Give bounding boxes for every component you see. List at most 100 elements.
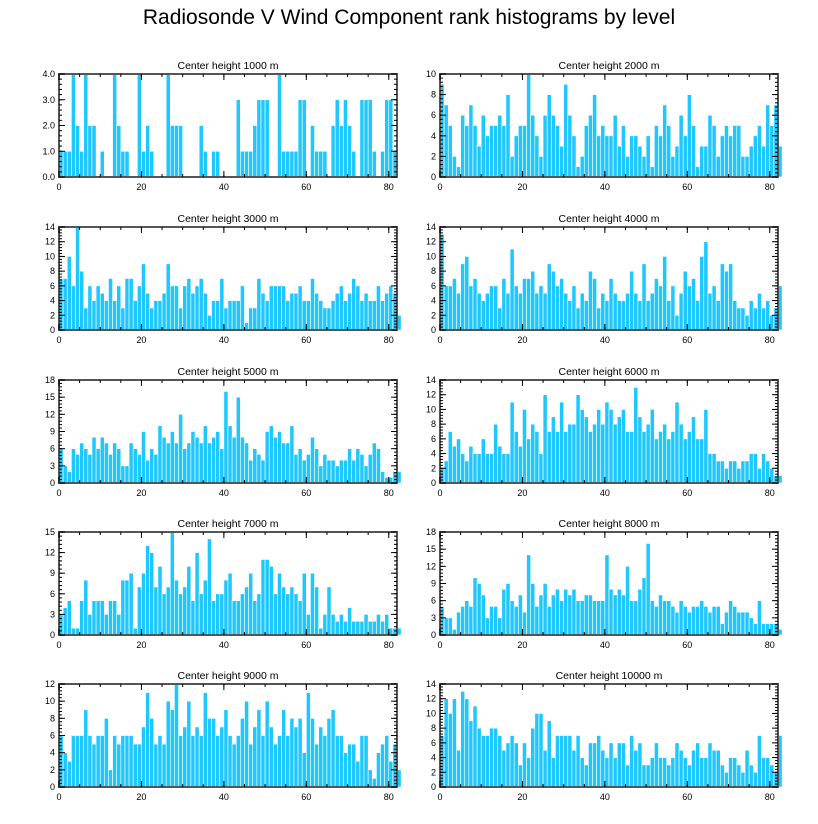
- histogram-bar: [616, 588, 622, 636]
- histogram-bar: [338, 735, 344, 788]
- histogram-bar: [244, 700, 249, 788]
- y-tick-label: 2: [50, 765, 55, 775]
- x-tick-label: 80: [765, 182, 775, 192]
- histogram-bar: [285, 442, 291, 484]
- histogram-bar: [608, 588, 614, 636]
- panel-title: Center height 3000 m: [178, 213, 279, 225]
- histogram-bar: [326, 586, 332, 636]
- y-tick-label: 0: [50, 325, 55, 335]
- histogram-bar: [736, 467, 742, 484]
- histogram-bar: [301, 300, 307, 331]
- histogram-bar: [645, 423, 651, 484]
- histogram-bar: [736, 125, 742, 178]
- histogram-bar: [202, 292, 208, 331]
- histogram-bar: [740, 460, 746, 484]
- histogram-bar: [583, 594, 589, 636]
- histogram-bar: [555, 125, 560, 178]
- histogram-bar: [157, 300, 163, 331]
- y-tick-label: 0: [431, 172, 436, 182]
- histogram-bar: [260, 559, 266, 636]
- histogram-bar: [550, 114, 556, 178]
- histogram-bar: [662, 757, 668, 788]
- histogram-bar: [513, 431, 519, 484]
- histogram-bar: [563, 84, 569, 178]
- histogram-bar: [567, 594, 573, 636]
- histogram-bar: [380, 743, 385, 788]
- histogram-bar: [670, 431, 676, 484]
- histogram-bar: [137, 285, 142, 331]
- histogram-bar: [71, 73, 76, 178]
- histogram-bar: [616, 416, 622, 484]
- histogram-bar: [174, 125, 179, 178]
- histogram-bar: [670, 285, 676, 331]
- histogram-bar: [388, 627, 394, 636]
- histogram-bar: [579, 409, 585, 484]
- histogram-bar: [314, 743, 319, 788]
- histogram-bar: [355, 760, 361, 788]
- histogram-bar: [207, 718, 212, 788]
- histogram-bar: [464, 256, 470, 331]
- y-tick-label: 14: [426, 375, 436, 385]
- x-tick-label: 40: [219, 640, 229, 650]
- histogram-bar: [728, 757, 733, 788]
- histogram-bar: [658, 285, 663, 331]
- histogram-bar: [559, 278, 564, 331]
- histogram-bar: [190, 735, 196, 788]
- plot-frame: [58, 531, 398, 636]
- histogram-bar: [505, 583, 511, 636]
- histogram-bar: [707, 611, 713, 636]
- histogram-bar: [608, 409, 614, 484]
- histogram-bar: [691, 278, 696, 331]
- histogram-bar: [289, 150, 295, 178]
- histogram-bar: [571, 135, 577, 178]
- histogram-bar: [509, 600, 515, 636]
- histogram-bar: [235, 300, 241, 331]
- histogram-bar: [757, 467, 762, 484]
- histogram-bar: [443, 104, 449, 178]
- histogram-bar: [116, 125, 122, 178]
- histogram-bar: [322, 614, 328, 636]
- histogram-bar: [174, 683, 179, 788]
- histogram-bar: [264, 99, 270, 178]
- histogram-bar: [165, 442, 171, 484]
- histogram-bar: [678, 600, 684, 636]
- histogram-bar: [678, 292, 684, 331]
- histogram-bar: [202, 425, 208, 484]
- histogram-bar: [728, 600, 733, 636]
- histogram-bar: [359, 620, 365, 636]
- histogram-bar: [343, 459, 348, 484]
- histogram-bar: [359, 300, 365, 331]
- histogram-bar: [513, 135, 519, 178]
- histogram-bar: [182, 285, 188, 331]
- histogram-bar: [384, 99, 390, 178]
- histogram-bar: [75, 627, 80, 636]
- histogram-bar: [165, 586, 171, 636]
- histogram-bar: [71, 627, 76, 636]
- histogram-bar: [695, 742, 700, 788]
- histogram-bar: [649, 600, 655, 636]
- x-tick-label: 80: [384, 640, 394, 650]
- histogram-bar: [273, 285, 278, 331]
- histogram-bar: [761, 623, 766, 636]
- histogram-bar: [522, 409, 527, 484]
- histogram-bar: [555, 735, 560, 788]
- histogram-bar: [456, 292, 461, 331]
- histogram-bar: [145, 125, 150, 178]
- histogram-bar: [367, 769, 373, 788]
- histogram-bar: [347, 292, 352, 331]
- histogram-bar: [740, 156, 746, 178]
- histogram-bar: [699, 256, 705, 331]
- histogram-bar: [621, 594, 626, 636]
- histogram-bar: [645, 135, 651, 178]
- histogram-bar: [273, 593, 278, 636]
- histogram-bar: [550, 416, 556, 484]
- histogram-bar: [691, 749, 696, 788]
- histogram-bar: [252, 307, 258, 331]
- histogram-panel: Center height 4000 m 0 20 40 60 80 0 2 4 6 8 10 12 14: [426, 213, 783, 345]
- histogram-bar: [707, 453, 713, 484]
- y-tick-label: 1.0: [42, 146, 55, 156]
- y-tick-label: 3.0: [42, 95, 55, 105]
- histogram-bar: [91, 743, 97, 788]
- histogram-bar: [748, 764, 754, 788]
- histogram-bar: [485, 135, 490, 178]
